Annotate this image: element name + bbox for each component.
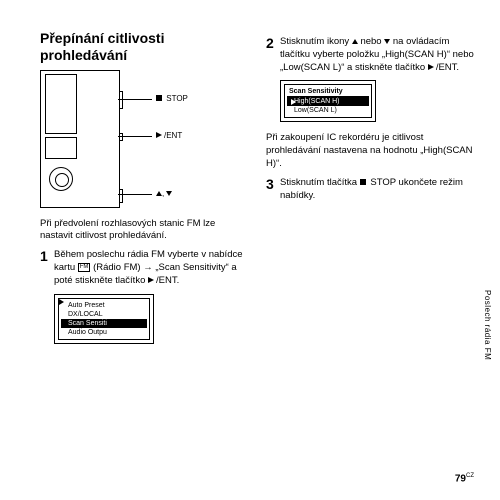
note-text: Při zakoupení IC rekordéru je citlivost … (266, 132, 474, 170)
play-icon (428, 64, 434, 70)
lcd-line-selected: High(SCAN H) (287, 97, 369, 106)
page-number: 79CZ (455, 472, 474, 486)
step-3: 3 Stisknutím tlačítka STOP ukončete reži… (266, 177, 474, 203)
heading: Přepínání citlivosti prohledávání (40, 30, 248, 64)
lcd-line: Audio Outpu (61, 328, 147, 337)
intro-text: Při předvolení rozhlasových stanic FM lz… (40, 218, 248, 244)
side-tab: Poslech rádia FM (481, 290, 492, 360)
label-ent: /ENT (156, 131, 182, 142)
lcd-menu-2: Scan Sensitivity High(SCAN H) Low(SCAN L… (280, 80, 376, 122)
play-icon (148, 277, 154, 283)
right-column: 2 Stisknutím ikony nebo na ovládacím tla… (266, 30, 474, 350)
step-number: 2 (266, 34, 274, 53)
stop-icon (156, 95, 162, 101)
label-stop: STOP (156, 94, 188, 105)
play-icon (156, 132, 162, 138)
lcd-line: Auto Preset (61, 301, 147, 310)
left-column: Přepínání citlivosti prohledávání STOP /… (40, 30, 248, 350)
step-2: 2 Stisknutím ikony nebo na ovládacím tla… (266, 36, 474, 74)
fm-icon: FM (78, 263, 91, 272)
device-diagram: STOP /ENT , (40, 70, 220, 210)
lcd-menu-1: Auto Preset DX/LOCAL Scan Sensiti Audio … (54, 294, 154, 344)
lcd-line: Low(SCAN L) (287, 106, 369, 115)
down-icon (166, 191, 172, 196)
lcd-title: Scan Sensitivity (287, 87, 369, 97)
step-number: 3 (266, 175, 274, 194)
lcd-line-selected: Scan Sensiti (61, 319, 147, 328)
lcd-line: DX/LOCAL (61, 310, 147, 319)
label-updown: , (156, 189, 172, 200)
step-1: 1 Během poslechu rádia FM vyberte v nabí… (40, 249, 248, 287)
stop-icon (360, 179, 366, 185)
step-number: 1 (40, 247, 48, 266)
device-outline (40, 70, 120, 208)
